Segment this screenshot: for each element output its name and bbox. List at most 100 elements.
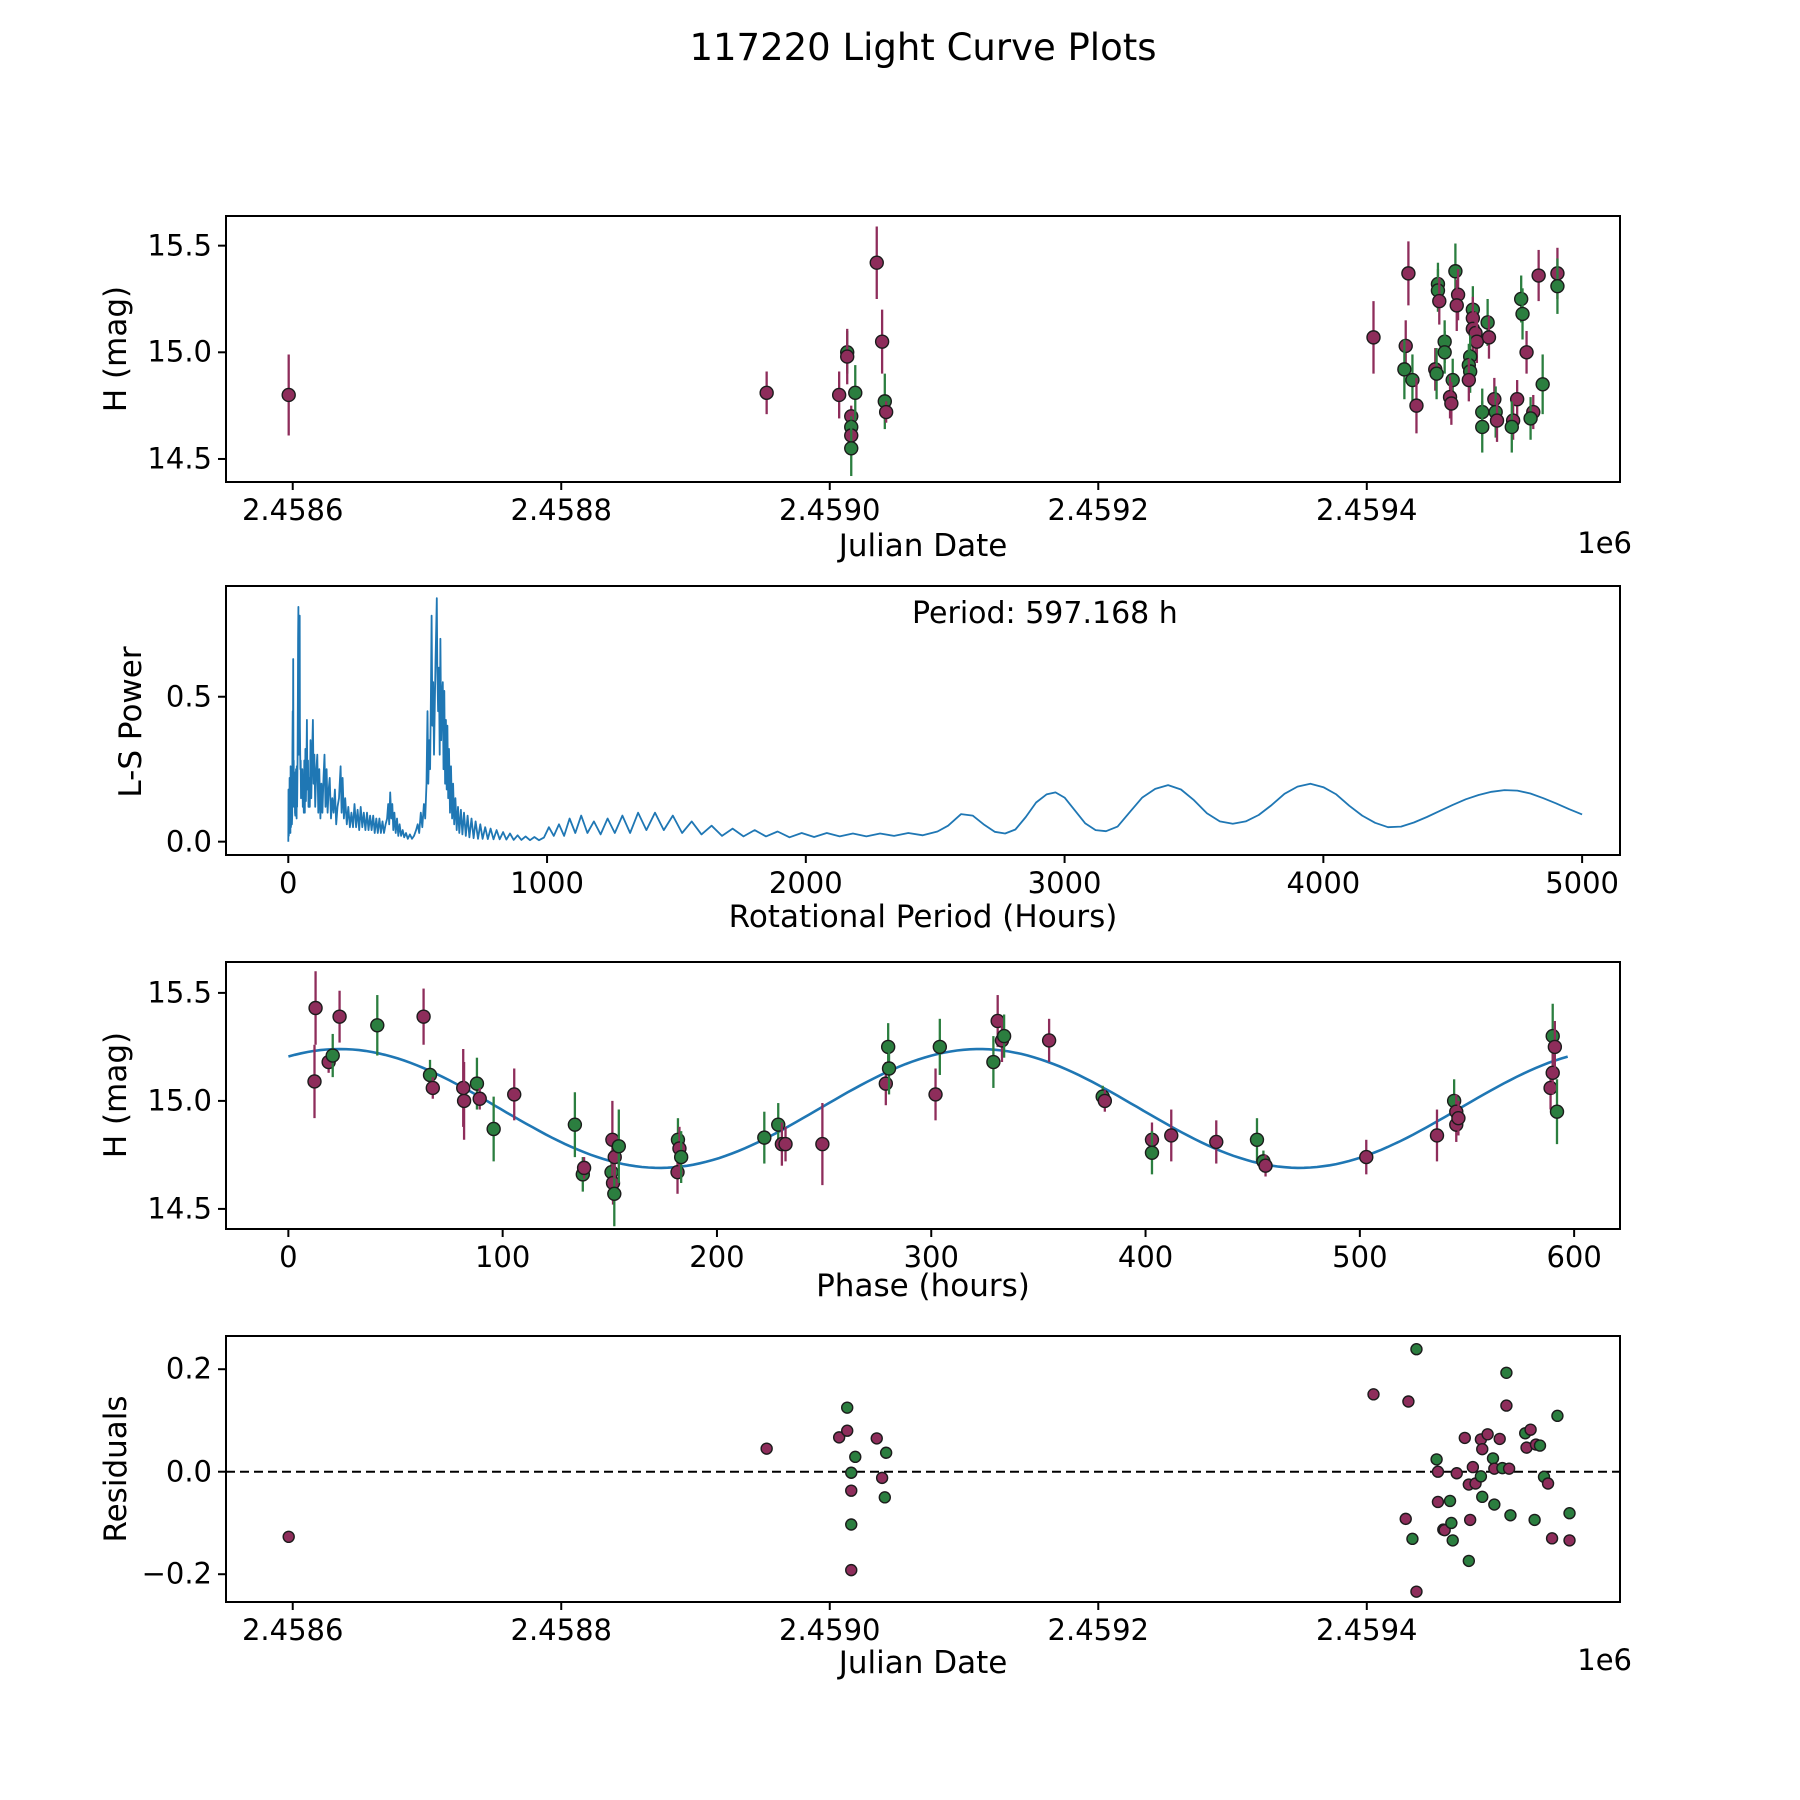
periodogram-x-tick-label: 4000 (1286, 866, 1361, 900)
data-point (1397, 362, 1412, 377)
data-point (841, 1401, 854, 1414)
data-point (1488, 1498, 1501, 1511)
residuals_jd-x-tick-label: 2.4590 (779, 1613, 881, 1647)
periodogram-y-tick-label: 0.0 (165, 824, 212, 859)
data-point (1445, 372, 1460, 388)
data-point (1500, 1366, 1513, 1379)
data-point (1481, 330, 1497, 345)
periodogram-x-tick-label: 1000 (510, 866, 584, 900)
data-point (1097, 1093, 1113, 1109)
data-point (281, 387, 296, 403)
phase_folded-y-tick-label: 15.0 (147, 1083, 212, 1118)
data-point (425, 1080, 440, 1096)
data-point (576, 1160, 592, 1176)
periodogram-x-tick-label: 3000 (1027, 866, 1102, 900)
data-point (928, 1087, 943, 1102)
data-point (416, 1009, 431, 1024)
data-point (1480, 315, 1495, 330)
data-point (1463, 1513, 1477, 1527)
data-point (673, 1149, 689, 1165)
lightcurve_jd-x-tick-label: 2.4588 (510, 493, 612, 527)
lightcurve-x-axis-label: Julian Date (838, 528, 1008, 564)
data-point (757, 1130, 772, 1145)
data-point (1409, 398, 1424, 413)
residuals_jd-x-tick-label: 2.4586 (241, 1613, 344, 1647)
data-point (1474, 1470, 1488, 1483)
data-point (307, 1074, 322, 1089)
periodogram-line (287, 597, 1583, 842)
residuals-x-axis-label: Julian Date (838, 1645, 1008, 1681)
data-point (507, 1087, 522, 1102)
data-point (607, 1186, 622, 1201)
data-point (1531, 268, 1546, 283)
phase_folded-x-tick-label: 0 (279, 1240, 298, 1274)
data-point (840, 349, 855, 364)
data-point (1550, 278, 1565, 294)
data-point (845, 1484, 858, 1497)
phase_folded-x-tick-label: 400 (1117, 1240, 1174, 1274)
periodogram-x-tick-label: 0 (279, 866, 298, 900)
data-point (845, 1466, 858, 1479)
lightcurve_jd-y-tick-label: 15.5 (147, 228, 212, 263)
periodogram-y-tick-label: 0.5 (165, 679, 212, 714)
data-point (1451, 1110, 1466, 1126)
data-point (1402, 1395, 1415, 1408)
data-point (1461, 372, 1477, 388)
data-point (874, 334, 890, 349)
data-point (849, 1450, 862, 1464)
data-point (1481, 1428, 1494, 1441)
phase_folded-y-tick-label: 15.5 (147, 975, 212, 1010)
data-point (1466, 1460, 1480, 1474)
phase_folded-x-tick-label: 600 (1546, 1240, 1602, 1274)
data-point (472, 1091, 487, 1106)
data-point (1524, 1423, 1537, 1436)
data-point (1543, 1080, 1558, 1096)
data-point (332, 1009, 347, 1024)
data-point (1367, 1388, 1380, 1401)
periodogram-x-tick-label: 5000 (1545, 866, 1620, 900)
data-point (1432, 293, 1447, 309)
residuals_jd-x-tick-label: 2.4592 (1047, 1613, 1150, 1647)
data-point (1410, 1343, 1423, 1356)
data-point (308, 1000, 323, 1016)
data-point (759, 385, 774, 401)
data-point (1487, 392, 1502, 407)
data-point (932, 1039, 948, 1055)
data-point (1502, 1462, 1516, 1475)
data-point (1450, 1467, 1463, 1480)
lightcurve-y-axis-label: H (mag) (98, 285, 134, 413)
data-point (1448, 264, 1463, 279)
data-point (1551, 1409, 1564, 1423)
data-point (986, 1054, 1001, 1070)
data-point (1458, 1431, 1471, 1445)
data-point (1493, 1432, 1506, 1446)
data-point (486, 1121, 501, 1137)
phase_folded-x-tick-label: 300 (903, 1240, 959, 1274)
data-point (1549, 1104, 1565, 1119)
data-point (841, 1424, 854, 1437)
data-point (778, 1136, 793, 1152)
data-point (1476, 1442, 1489, 1456)
data-point (1533, 1439, 1547, 1452)
phase-fit-curve (288, 1047, 1569, 1170)
data-point (1469, 334, 1485, 349)
data-point (1500, 1399, 1513, 1412)
data-point (844, 441, 859, 456)
data-point (422, 1067, 438, 1083)
phase_folded-x-tick-label: 200 (689, 1240, 745, 1274)
data-point (1401, 266, 1416, 281)
data-point (1563, 1534, 1576, 1547)
lightcurve_jd-x-tick-label: 2.4594 (1316, 493, 1418, 527)
data-point (567, 1117, 583, 1132)
residuals_jd-x-tick-label: 2.4594 (1316, 1613, 1418, 1647)
data-point (1249, 1132, 1265, 1147)
data-point (831, 387, 847, 403)
phase_folded-x-tick-label: 100 (474, 1240, 531, 1274)
data-point (1475, 419, 1490, 435)
periodogram-y-axis-label: L-S Power (113, 646, 149, 798)
data-point (1563, 1507, 1576, 1520)
data-point (1486, 1452, 1500, 1465)
data-point (1431, 1465, 1445, 1478)
data-point (370, 1018, 385, 1033)
data-point (1541, 1477, 1555, 1490)
